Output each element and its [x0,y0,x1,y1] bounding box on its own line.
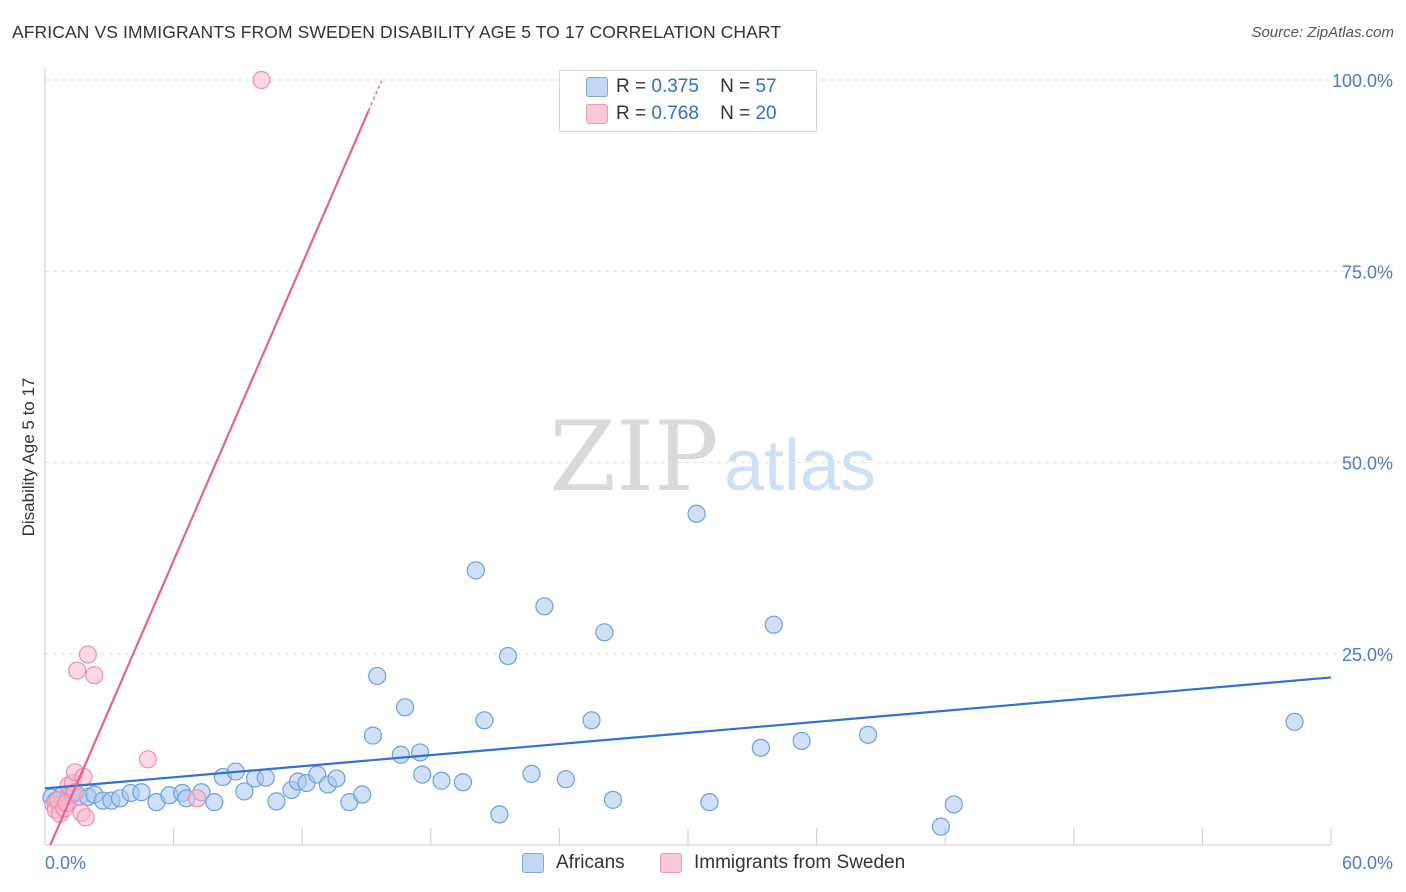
africans-point [603,790,623,809]
africans-point [235,782,254,801]
x-tick-label-max: 60.0% [1342,853,1393,873]
africans-point [410,743,430,762]
sweden-trendline-extension [367,80,383,111]
africans-point [751,738,770,757]
africans-point [205,793,224,812]
africans-point [490,805,509,824]
series-swatch-africans [522,853,544,873]
africans-point [595,623,614,642]
source-label: Source: ZipAtlas.com [1251,24,1394,41]
sweden-point [68,661,87,680]
africans-point [132,783,151,802]
sweden-points [44,70,271,827]
africans-point [498,646,518,666]
series-legend-sweden[interactable]: Immigrants from Sweden [660,852,905,874]
legend-swatch-sweden [586,104,608,124]
watermark-atlas: atlas [724,426,876,506]
africans-point [256,768,275,787]
africans-point [466,561,485,580]
africans-point [944,795,963,814]
tick-labels: 25.0% 50.0% 75.0% 100.0% 0.0% 60.0% [45,71,1393,873]
africans-point [432,771,451,790]
legend-row-sweden: R = 0.768 N = 20 [586,101,777,127]
africans-trendline [44,676,1332,790]
africans-point [391,745,410,764]
y-tick-label: 100.0% [1332,71,1393,91]
africans-point [522,764,541,783]
series-swatch-sweden [660,853,682,873]
legend-r-value-sweden: 0.768 [651,103,699,124]
africans-point [353,785,372,804]
legend-n-value-sweden: 20 [755,103,777,124]
africans-point [267,792,286,811]
africans-point [556,770,575,789]
series-label-sweden: Immigrants from Sweden [694,852,906,873]
africans-point [687,504,706,523]
africans-points [42,504,1304,836]
y-axis-label: Disability Age 5 to 17 [19,378,38,537]
africans-point [453,773,473,792]
africans-point [363,726,383,745]
sweden-point [138,750,157,769]
legend-r-label: R = [616,103,647,124]
africans-point [475,711,494,730]
africans-point [413,765,432,784]
sweden-point [76,808,95,827]
trendlines [44,80,1332,846]
africans-point [1285,712,1304,731]
legend-row-africans: R = 0.375 N = 57 [586,74,777,100]
axes [44,68,1332,846]
y-tick-label: 50.0% [1342,454,1393,474]
africans-point [858,725,878,744]
africans-point [327,769,346,788]
watermark-zip: ZIP [549,401,718,513]
series-legend: Africans Immigrants from Sweden [0,852,1406,878]
sweden-point [188,789,207,808]
legend-r-label: R = [616,76,647,97]
africans-point [582,711,601,730]
legend-r-value-africans: 0.375 [651,76,699,97]
africans-point [792,731,811,751]
africans-point [764,615,783,634]
gridlines [45,79,1393,655]
legend-n-label: N = [720,76,751,97]
africans-point [931,817,951,836]
chart-title: AFRICAN VS IMMIGRANTS FROM SWEDEN DISABI… [12,22,782,42]
africans-point [368,666,387,686]
africans-point [700,793,719,812]
series-label-africans: Africans [556,852,625,873]
legend-swatch-africans [586,77,608,97]
sweden-point [252,70,271,90]
x-tick-label-min: 0.0% [45,853,86,873]
y-tick-label: 75.0% [1342,262,1393,282]
y-tick-label: 25.0% [1342,645,1393,665]
sweden-point [78,645,97,664]
stats-legend: R = 0.375 N = 57 R = 0.768 N = 20 [559,70,817,132]
sweden-point [85,666,104,685]
sweden-trendline [49,110,370,846]
africans-point [395,698,415,717]
legend-n-label: N = [720,103,751,124]
africans-point [535,597,554,616]
legend-n-value-africans: 57 [755,76,777,97]
series-legend-africans[interactable]: Africans [522,852,625,874]
watermark: ZIP atlas [549,401,876,513]
